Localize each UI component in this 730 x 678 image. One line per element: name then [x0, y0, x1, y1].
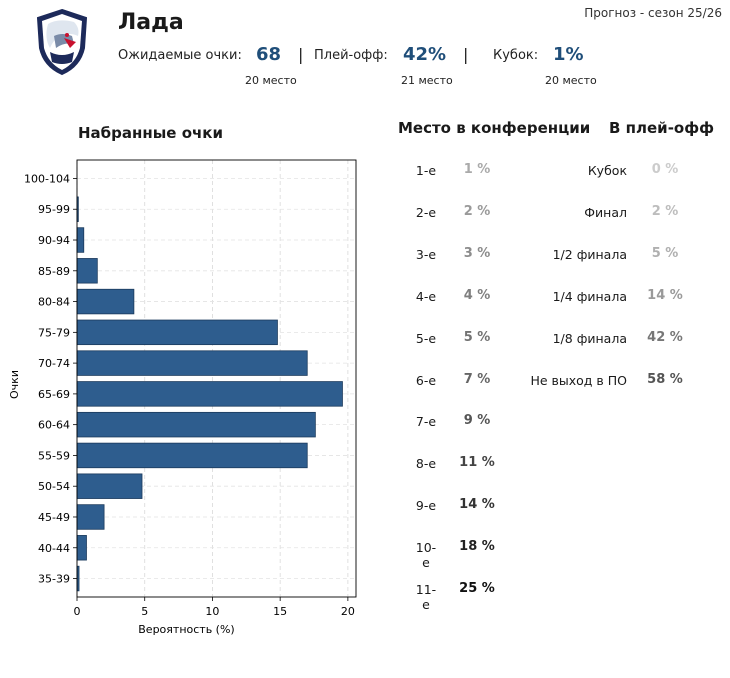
expected-points-value: 68 [256, 44, 282, 65]
conference-percent: 7 % [463, 371, 491, 387]
y-tick-label: 50-54 [38, 480, 70, 493]
cup-rank: 20 место [545, 74, 597, 87]
conference-percent: 1 % [463, 162, 491, 177]
y-tick-label: 65-69 [38, 388, 70, 401]
conference-place: 8-е [415, 456, 437, 472]
bar [76, 319, 278, 346]
playoff-stage: Финал [584, 204, 627, 220]
playoff-rank: 21 место [401, 74, 453, 87]
bar [76, 227, 85, 253]
conference-percent: 14 % [459, 497, 495, 513]
y-tick-label: 100-104 [24, 172, 70, 185]
y-tick-label: 75-79 [38, 326, 70, 339]
bar [76, 535, 87, 561]
bar [76, 350, 308, 376]
conference-place: 3-е [415, 246, 437, 262]
conference-place: 4-е [415, 288, 437, 304]
y-tick-label: 45-49 [38, 511, 70, 524]
bar [76, 288, 135, 315]
conference-percent: 18 % [459, 539, 495, 555]
y-tick-label: 40-44 [38, 542, 70, 555]
conference-place: 7-е [415, 414, 437, 430]
x-tick-label: 0 [74, 605, 81, 618]
x-tick-label: 5 [141, 605, 148, 618]
playoff-percent: 58 % [647, 371, 683, 387]
conference-place: 9-е [415, 498, 437, 514]
y-tick-label: 70-74 [38, 357, 70, 370]
y-axis-label: Очки [8, 370, 21, 399]
y-tick-label: 55-59 [38, 449, 70, 462]
x-tick-label: 10 [205, 605, 219, 618]
conference-percent: 4 % [463, 287, 491, 303]
header-separator-1: | [298, 45, 304, 64]
playoff-stage: Кубок [587, 163, 627, 178]
playoff-stage: 1/8 финала [552, 330, 627, 346]
points-histogram: 100-104 95-99 90-94 85-89 80-84 75-79 70-74 65-… [8, 159, 357, 636]
bar [76, 258, 98, 284]
y-tick-label: 35-39 [38, 573, 70, 586]
y-tick-label: 85-89 [38, 265, 70, 278]
playoff-label: Плей-офф: [314, 48, 388, 63]
playoff-percent: 0 % [651, 162, 679, 177]
y-tick-label: 95-99 [38, 203, 70, 216]
team-name: Лада [118, 10, 184, 35]
conference-percent: 5 % [463, 329, 491, 345]
expected-points-rank: 20 место [245, 74, 297, 87]
bar [76, 411, 316, 438]
bar [76, 381, 343, 407]
season-label: Прогноз - сезон 25/26 [584, 6, 722, 20]
header-separator-2: | [463, 45, 469, 64]
conference-place: 5-е [415, 330, 437, 346]
conference-place: 6-е [415, 372, 437, 388]
playoff-percent: 5 % [651, 245, 679, 261]
chart-title: Набранные очки [78, 124, 223, 142]
conference-title: Место в конференции [398, 119, 591, 137]
playoff-title: В плей-офф [609, 119, 714, 137]
cup-label: Кубок: [493, 48, 539, 63]
cup-value: 1% [553, 44, 584, 65]
conference-place: 1-е [415, 163, 437, 178]
bar [76, 442, 308, 469]
bar [76, 504, 105, 530]
x-tick-label: 20 [341, 605, 355, 618]
y-tick-label: 90-94 [38, 234, 70, 247]
playoff-percent: 14 % [647, 287, 683, 303]
playoff-value: 42% [403, 44, 447, 65]
x-axis-label: Вероятность (%) [138, 623, 234, 636]
bar [76, 473, 143, 499]
playoff-stage: Не выход в ПО [530, 372, 627, 388]
y-tick-label: 80-84 [38, 296, 70, 309]
expected-points-label: Ожидаемые очки: [118, 48, 242, 63]
conference-percent: 2 % [463, 203, 491, 219]
conference-place: 11-е [415, 582, 437, 612]
plot-frame [76, 159, 357, 598]
x-tick-label: 15 [273, 605, 287, 618]
playoff-percent: 42 % [647, 329, 683, 345]
conference-place: 10-е [415, 540, 437, 571]
conference-percent: 11 % [459, 455, 495, 471]
conference-place: 2-е [415, 204, 437, 220]
playoff-stage: 1/2 финала [552, 246, 627, 262]
team-logo [36, 8, 88, 76]
y-tick-label: 60-64 [38, 419, 70, 432]
conference-percent: 25 % [459, 581, 495, 596]
conference-percent: 9 % [463, 413, 491, 429]
playoff-stage: 1/4 финала [552, 288, 627, 304]
playoff-percent: 2 % [651, 203, 679, 219]
conference-percent: 3 % [463, 245, 491, 261]
